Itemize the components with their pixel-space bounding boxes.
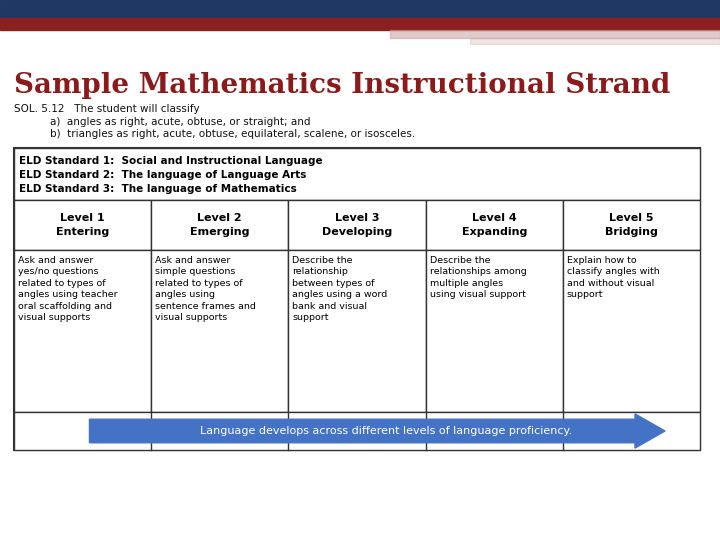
Bar — [426, 250, 563, 412]
Bar — [0, 18, 720, 30]
Text: Describe the
relationship
between types of
angles using a word
bank and visual
s: Describe the relationship between types … — [292, 256, 387, 322]
Bar — [563, 250, 700, 412]
Bar — [14, 250, 151, 412]
Text: Sample Mathematics Instructional Strand: Sample Mathematics Instructional Strand — [14, 72, 670, 99]
Bar — [289, 250, 426, 412]
Text: Ask and answer
simple questions
related to types of
angles using
sentence frames: Ask and answer simple questions related … — [156, 256, 256, 322]
Text: SOL. 5.12   The student will classify: SOL. 5.12 The student will classify — [14, 104, 199, 114]
Bar — [151, 250, 289, 412]
Bar — [390, 30, 720, 38]
Bar — [151, 200, 289, 250]
Text: b)  triangles as right, acute, obtuse, equilateral, scalene, or isosceles.: b) triangles as right, acute, obtuse, eq… — [50, 129, 415, 139]
Bar — [14, 148, 700, 450]
Text: Level 5
Bridging: Level 5 Bridging — [605, 213, 658, 237]
Text: ELD Standard 2:  The language of Language Arts: ELD Standard 2: The language of Language… — [19, 170, 307, 180]
Bar — [563, 200, 700, 250]
Bar — [0, 0, 720, 18]
Text: Explain how to
classify angles with
and without visual
support: Explain how to classify angles with and … — [567, 256, 660, 299]
Text: Level 1
Entering: Level 1 Entering — [56, 213, 109, 237]
Bar — [14, 412, 700, 450]
Text: Level 3
Developing: Level 3 Developing — [322, 213, 392, 237]
Text: a)  angles as right, acute, obtuse, or straight; and: a) angles as right, acute, obtuse, or st… — [50, 117, 310, 127]
Text: Describe the
relationships among
multiple angles
using visual support: Describe the relationships among multipl… — [430, 256, 526, 299]
Bar — [470, 38, 720, 44]
Text: Ask and answer
yes/no questions
related to types of
angles using teacher
oral sc: Ask and answer yes/no questions related … — [18, 256, 117, 322]
Bar — [426, 200, 563, 250]
Text: ELD Standard 3:  The language of Mathematics: ELD Standard 3: The language of Mathemat… — [19, 184, 297, 194]
Bar — [14, 148, 700, 200]
FancyArrow shape — [89, 414, 665, 448]
Text: Language develops across different levels of language proficiency.: Language develops across different level… — [200, 426, 572, 436]
Bar — [14, 200, 151, 250]
Bar — [289, 200, 426, 250]
Text: Level 4
Expanding: Level 4 Expanding — [462, 213, 527, 237]
Text: Level 2
Emerging: Level 2 Emerging — [190, 213, 250, 237]
Text: ELD Standard 1:  Social and Instructional Language: ELD Standard 1: Social and Instructional… — [19, 156, 323, 166]
